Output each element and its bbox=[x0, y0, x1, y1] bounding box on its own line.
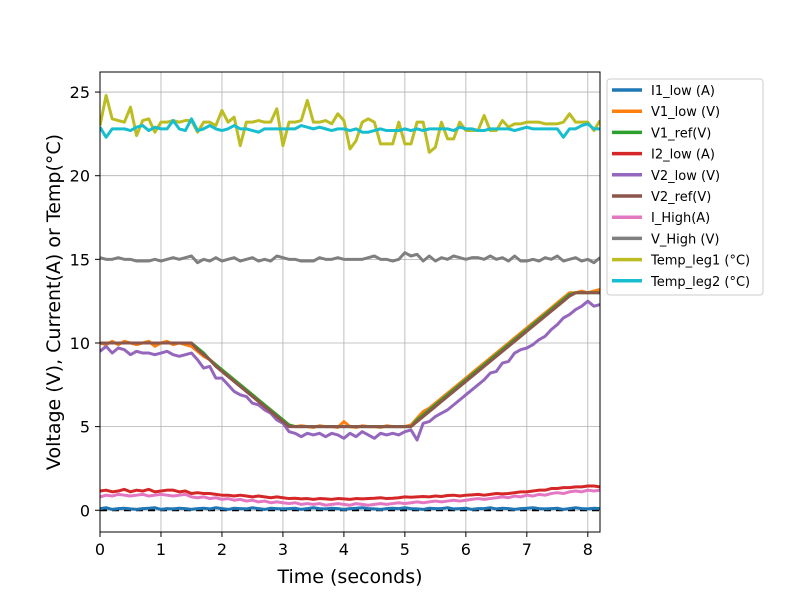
legend-label: Temp_leg2 (°C) bbox=[650, 275, 750, 290]
y-ticks: 0 5 10 15 20 25 bbox=[70, 83, 100, 520]
series-line-7 bbox=[100, 488, 600, 507]
series-line-5 bbox=[100, 299, 600, 442]
x-ticks: 0 1 2 3 4 5 6 7 8 bbox=[95, 532, 593, 559]
y-axis-label: Voltage (V), Current(A) or Temp(°C) bbox=[43, 134, 65, 470]
y-tick-label: 0 bbox=[80, 501, 90, 520]
plot-background bbox=[100, 72, 600, 532]
legend-label: I2_low (A) bbox=[651, 148, 715, 163]
y-tick-label: 15 bbox=[70, 250, 90, 269]
x-tick-label: 0 bbox=[95, 540, 105, 559]
legend-label: V_High (V) bbox=[651, 232, 719, 247]
legend-box bbox=[606, 78, 764, 296]
x-tick-label: 3 bbox=[278, 540, 288, 559]
series-line-8 bbox=[100, 251, 600, 265]
legend-label: V2_ref(V) bbox=[651, 190, 711, 205]
series-lines bbox=[100, 93, 600, 512]
x-tick-label: 5 bbox=[400, 540, 410, 559]
series-line-6 bbox=[100, 291, 600, 429]
series-line-10 bbox=[100, 117, 600, 139]
y-tick-label: 5 bbox=[80, 418, 90, 437]
x-tick-label: 6 bbox=[461, 540, 471, 559]
y-tick-label: 20 bbox=[70, 167, 90, 186]
legend-label: V1_low (V) bbox=[651, 105, 720, 120]
legend: I1_low (A) V1_low (V) V1_ref(V) I2_low (A) V… bbox=[606, 78, 764, 296]
y-tick-label: 25 bbox=[70, 83, 90, 102]
x-tick-label: 4 bbox=[339, 540, 349, 559]
series-line-1 bbox=[100, 506, 600, 511]
x-tick-label: 7 bbox=[522, 540, 532, 559]
legend-label: I_High(A) bbox=[651, 211, 710, 226]
x-tick-label: 8 bbox=[583, 540, 593, 559]
series-line-4 bbox=[100, 484, 600, 501]
legend-label: Temp_leg1 (°C) bbox=[650, 254, 750, 269]
x-tick-label: 2 bbox=[217, 540, 227, 559]
legend-label: V1_ref(V) bbox=[651, 126, 711, 141]
x-axis-label: Time (seconds) bbox=[276, 566, 422, 588]
legend-label: I1_low (A) bbox=[651, 84, 715, 99]
legend-label: V2_low (V) bbox=[651, 169, 720, 184]
series-line-9 bbox=[100, 93, 600, 154]
y-tick-label: 10 bbox=[70, 334, 90, 353]
plot-frame bbox=[99, 71, 601, 533]
x-tick-label: 1 bbox=[156, 540, 166, 559]
